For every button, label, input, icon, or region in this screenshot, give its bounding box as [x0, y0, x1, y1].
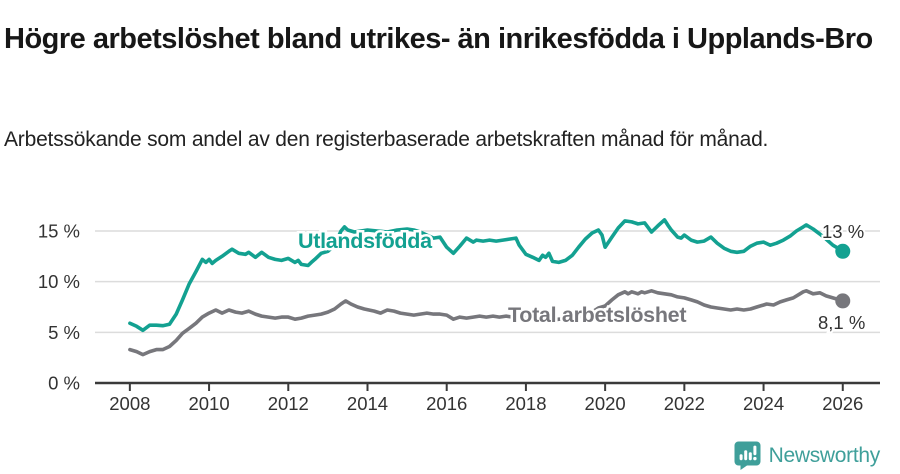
brand-name: Newsworthy — [768, 443, 881, 467]
y-tick-label: 5 % — [48, 322, 80, 343]
series-end-dot — [835, 243, 851, 259]
x-tick-label: 2014 — [347, 393, 388, 414]
end-value-annotation: 8,1 % — [818, 312, 865, 333]
series-line-utlandsfodda — [128, 218, 845, 333]
x-tick-label: 2012 — [268, 393, 309, 414]
end-value-annotation: 13 % — [822, 221, 864, 242]
series-line-total — [128, 288, 845, 357]
chart-subtitle: Arbetssökande som andel av den registerb… — [4, 128, 769, 151]
x-tick-label: 2016 — [426, 393, 467, 414]
series-label: Utlandsfödda — [298, 229, 433, 253]
y-tick-label: 10 % — [38, 271, 80, 292]
x-tick-label: 2026 — [822, 393, 863, 414]
x-tick-label: 2024 — [743, 393, 784, 414]
brand-footer: Newsworthy — [734, 441, 880, 470]
x-tick-label: 2018 — [505, 393, 546, 414]
x-tick-label: 2022 — [664, 393, 705, 414]
y-tick-label: 15 % — [38, 221, 80, 242]
series-label: Total arbetslöshet — [508, 303, 686, 327]
x-tick-label: 2010 — [188, 393, 229, 414]
series-end-dot — [835, 293, 851, 309]
x-tick-label: 2020 — [585, 393, 626, 414]
page-title: Högre arbetslöshet bland utrikes- än inr… — [4, 23, 873, 56]
y-tick-label: 0 % — [48, 373, 80, 394]
newsworthy-logo-icon — [734, 441, 761, 470]
x-tick-label: 2008 — [109, 393, 150, 414]
